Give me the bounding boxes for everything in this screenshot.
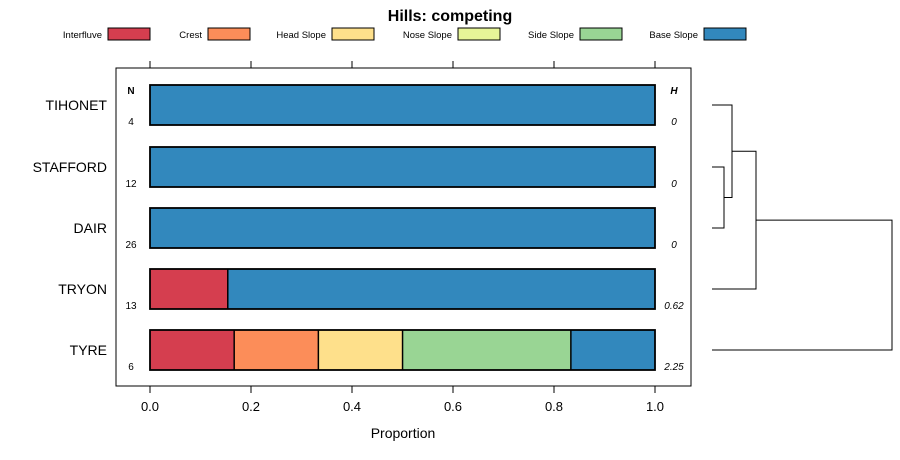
x-tick-label-1-0: 1.0 [646, 399, 664, 414]
chart-title: Hills: competing [388, 8, 512, 25]
n-value-tryon: 13 [125, 301, 137, 312]
n-value-stafford: 12 [125, 179, 137, 190]
bar-segment-tyre-head-slope [318, 330, 403, 370]
bar-segment-tyre-base-slope [570, 330, 656, 370]
row-label-tihonet: TIHONET [46, 97, 108, 113]
n-value-dair: 26 [125, 240, 137, 251]
bar-outline-tryon [149, 268, 656, 310]
bar-segment-tihonet-base-slope [150, 85, 655, 125]
bar-outline-stafford [149, 146, 656, 188]
legend-swatch-interfluve [107, 27, 151, 41]
legend-swatch-nose-slope [457, 27, 501, 41]
h-value-stafford: 0 [671, 179, 677, 190]
x-tick-label-0-2: 0.2 [242, 399, 260, 414]
h-value-tryon: 0.62 [664, 301, 684, 312]
legend-swatch-head-slope [331, 27, 375, 41]
legend-swatch-base-slope [703, 27, 747, 41]
plot-panel [115, 67, 692, 387]
n-header: N [127, 86, 134, 97]
legend-label-crest: Crest [179, 30, 202, 41]
bar-segment-tyre-crest [234, 330, 319, 370]
bar-segment-tyre-interfluve [150, 330, 235, 370]
bar-outline-tihonet [149, 84, 656, 126]
legend-label-nose-slope: Nose Slope [403, 30, 452, 41]
bar-segment-stafford-base-slope [150, 147, 655, 187]
bar-outline-dair [149, 207, 656, 249]
bar-outline-tyre [149, 329, 656, 371]
legend-swatch-crest [207, 27, 251, 41]
row-label-stafford: STAFFORD [33, 159, 107, 175]
legend: Interfluve Crest Head Slope Nose Slope Side … [63, 27, 747, 41]
bar-segment-tyre-side-slope [402, 330, 571, 370]
bar-segment-tryon-interfluve [150, 269, 228, 309]
x-axis: 0.0 0.2 0.4 0.6 0.8 1.0 [141, 386, 664, 414]
dendrogram-merge-4 [712, 219, 893, 351]
n-value-tihonet: 4 [128, 117, 134, 128]
dendrogram-merge-3 [712, 150, 757, 290]
dendrogram-merge-2 [712, 104, 733, 198]
dendrogram-merge-1 [712, 166, 725, 229]
x-tick-label-0-6: 0.6 [444, 399, 462, 414]
h-value-tyre: 2.25 [663, 362, 684, 373]
bar-segment-dair-base-slope [150, 208, 655, 248]
legend-label-interfluve: Interfluve [63, 30, 102, 41]
n-value-tyre: 6 [128, 362, 134, 373]
h-header: H [670, 86, 678, 97]
legend-label-side-slope: Side Slope [528, 30, 574, 41]
x-tick-label-0-8: 0.8 [545, 399, 563, 414]
top-axis [149, 61, 656, 68]
legend-label-base-slope: Base Slope [649, 30, 698, 41]
x-tick-label-0-4: 0.4 [343, 399, 361, 414]
dendrogram [712, 104, 893, 351]
h-value-dair: 0 [671, 240, 677, 251]
x-tick-label-0-0: 0.0 [141, 399, 159, 414]
bar-segment-tryon-base-slope [227, 269, 655, 309]
legend-swatch-side-slope [579, 27, 623, 41]
bars [149, 84, 656, 371]
row-labels: TIHONET 4 0 STAFFORD 12 0 DAIR 26 0 TRYON 13 0.62 TY… [33, 97, 685, 373]
h-value-tihonet: 0 [671, 117, 677, 128]
row-label-tryon: TRYON [58, 281, 107, 297]
x-axis-label: Proportion [371, 425, 436, 441]
legend-label-head-slope: Head Slope [276, 30, 326, 41]
row-label-tyre: TYRE [70, 342, 107, 358]
row-label-dair: DAIR [74, 220, 107, 236]
